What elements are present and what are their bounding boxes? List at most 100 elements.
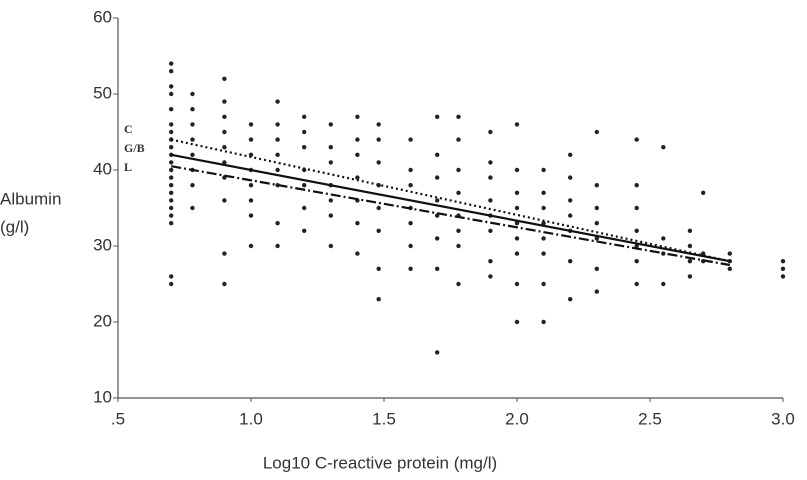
point (169, 107, 174, 112)
point (408, 183, 413, 188)
point (302, 228, 307, 233)
point (541, 190, 546, 195)
point (514, 281, 520, 287)
y-axis-label: (g/l) (0, 217, 29, 236)
point (594, 183, 599, 188)
y-tick-label: 20 (93, 311, 112, 330)
point (169, 183, 174, 188)
point (169, 122, 174, 127)
point (302, 205, 307, 211)
point (355, 221, 360, 226)
point (568, 259, 573, 264)
point (514, 167, 520, 173)
regression-line (171, 165, 730, 267)
point (456, 190, 461, 195)
x-tick-label: 1.0 (239, 409, 263, 428)
y-axis-label: Albumin (0, 189, 61, 208)
x-tick-label: 1.5 (372, 409, 396, 428)
point (634, 259, 639, 264)
point (190, 91, 195, 97)
point (435, 114, 440, 120)
point (275, 99, 280, 104)
point (355, 251, 360, 256)
point (456, 167, 461, 173)
point (355, 137, 360, 142)
point (514, 319, 520, 325)
point (661, 281, 666, 287)
point (169, 221, 174, 226)
point (514, 236, 520, 241)
point (701, 190, 706, 195)
point (687, 274, 693, 279)
point (456, 281, 461, 287)
point (169, 145, 174, 150)
y-tick-label: 10 (93, 387, 112, 406)
point (661, 145, 666, 150)
point (248, 213, 254, 218)
point (169, 69, 174, 74)
point (169, 281, 174, 287)
point (634, 183, 639, 188)
point (190, 152, 195, 157)
point (222, 99, 227, 104)
point (568, 297, 573, 302)
point (376, 266, 381, 271)
point (408, 221, 413, 226)
point (594, 266, 599, 271)
point (190, 183, 195, 188)
point (514, 251, 520, 256)
point (456, 243, 461, 249)
point (328, 160, 333, 165)
point (514, 205, 520, 211)
point (488, 129, 493, 135)
point (169, 175, 174, 180)
point (568, 213, 573, 218)
point (594, 129, 599, 135)
point (568, 175, 573, 180)
point (376, 205, 381, 211)
point (634, 228, 639, 233)
point (780, 274, 786, 279)
point (541, 251, 546, 256)
point (190, 107, 195, 112)
point (568, 198, 573, 203)
point (328, 198, 333, 203)
point (408, 243, 413, 249)
y-tick-label: 60 (93, 7, 112, 26)
point (169, 129, 174, 135)
point (594, 205, 599, 211)
point (248, 122, 254, 127)
point (634, 281, 639, 287)
point (355, 152, 360, 157)
point (541, 319, 546, 325)
point (594, 236, 599, 241)
point (541, 221, 546, 226)
point (780, 266, 786, 271)
point (328, 145, 333, 150)
point (169, 84, 174, 89)
point (169, 213, 174, 218)
point (514, 122, 520, 127)
point (435, 350, 440, 355)
point (222, 198, 227, 203)
point (376, 122, 381, 127)
legend-label: C (124, 122, 133, 136)
point (376, 228, 381, 233)
point (456, 114, 461, 120)
point (634, 205, 639, 211)
point (568, 152, 573, 157)
point (408, 137, 413, 142)
point (222, 281, 227, 287)
x-axis-label: Log10 C-reactive protein (mg/l) (263, 453, 497, 472)
point (541, 281, 546, 287)
point (169, 274, 174, 279)
point (514, 190, 520, 195)
point (488, 160, 493, 165)
point (190, 122, 195, 127)
point (328, 213, 333, 218)
y-tick-label: 40 (93, 159, 112, 178)
point (190, 205, 195, 211)
point (328, 122, 333, 127)
point (190, 137, 195, 142)
